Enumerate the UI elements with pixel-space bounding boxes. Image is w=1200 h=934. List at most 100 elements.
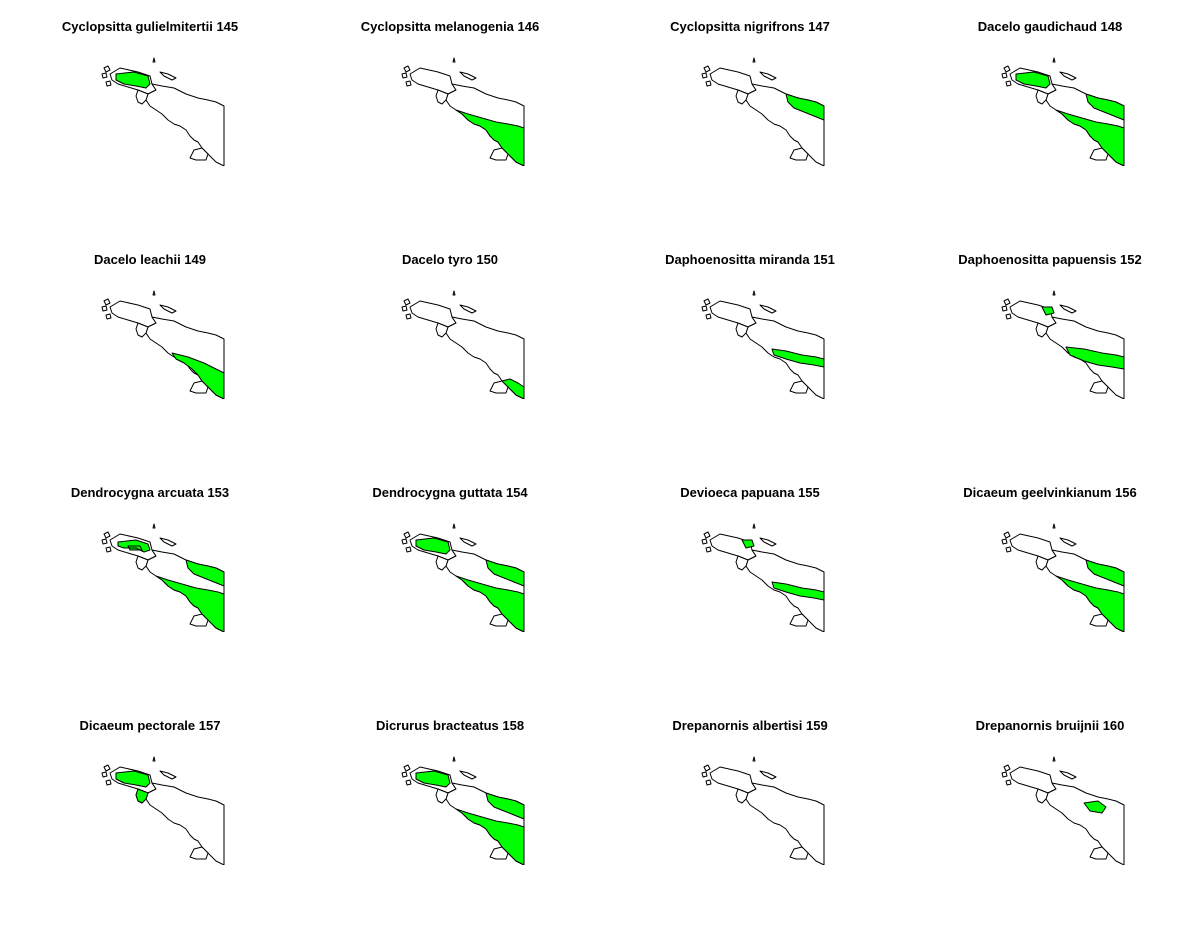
range-neck (135, 788, 149, 804)
land-neck (1035, 322, 1049, 338)
map-panel: Dicrurus bracteatus 158 (300, 699, 600, 932)
range-birdshead (115, 770, 151, 788)
land-isl1 (403, 764, 411, 772)
land-isl3 (405, 313, 412, 320)
land-isl1 (703, 298, 711, 306)
land-isl3 (405, 80, 412, 87)
land-isl1 (103, 65, 111, 73)
land-south-island (189, 147, 209, 161)
land-south-island (789, 846, 809, 860)
map-panel: Dicaeum pectorale 157 (0, 699, 300, 932)
range-map (701, 756, 825, 865)
map-panel: Dendrocygna arcuata 153 (0, 466, 300, 699)
land-south-island (189, 846, 209, 860)
land-mainland (445, 316, 525, 399)
land-isl1 (103, 764, 111, 772)
land-isl2 (401, 771, 408, 778)
land-isl4 (1059, 537, 1077, 547)
land-isl2 (701, 538, 708, 545)
range-birdshead (115, 71, 151, 89)
land-neck (735, 788, 749, 804)
land-isl5 (752, 523, 756, 529)
panel-title: Cyclopsitta nigrifrons 147 (670, 19, 830, 34)
land-isl2 (101, 72, 108, 79)
land-isl4 (1059, 304, 1077, 314)
range-birdshead-small (741, 539, 755, 549)
land-south-island (789, 613, 809, 627)
land-isl2 (101, 538, 108, 545)
land-isl3 (405, 546, 412, 553)
land-isl3 (705, 779, 712, 786)
land-isl2 (701, 72, 708, 79)
land-isl1 (103, 531, 111, 539)
land-isl3 (405, 779, 412, 786)
panel-title: Daphoenositta papuensis 152 (958, 252, 1142, 267)
land-south-island (1089, 380, 1109, 394)
land-mainland (745, 782, 825, 865)
panel-title: Dicrurus bracteatus 158 (375, 718, 525, 733)
range-south-lowlands (1055, 575, 1125, 632)
land-birdshead (409, 67, 457, 95)
land-isl5 (452, 523, 456, 529)
land-isl5 (1052, 290, 1056, 296)
land-neck (435, 788, 449, 804)
land-birdshead (109, 300, 157, 328)
land-isl4 (759, 304, 777, 314)
range-map (401, 523, 525, 632)
land-isl2 (401, 72, 408, 79)
panel-title: Dicaeum geelvinkianum 156 (963, 485, 1137, 500)
range-map (101, 756, 225, 865)
land-isl1 (403, 65, 411, 73)
land-birdshead (709, 300, 757, 328)
land-neck (1035, 89, 1049, 105)
land-neck (135, 89, 149, 105)
land-isl2 (101, 771, 108, 778)
land-isl4 (1059, 770, 1077, 780)
range-map (1001, 290, 1125, 399)
range-south-lowlands (155, 575, 225, 632)
land-south-island (789, 380, 809, 394)
range-south-tip (501, 378, 525, 399)
land-isl2 (1001, 72, 1008, 79)
map-panel: Drepanornis bruijnii 160 (900, 699, 1200, 932)
land-isl3 (1005, 80, 1012, 87)
land-isl5 (152, 57, 156, 63)
panel-title: Drepanornis albertisi 159 (672, 718, 828, 733)
range-north-coast (785, 93, 825, 121)
land-neck (435, 322, 449, 338)
land-isl2 (1001, 771, 1008, 778)
range-map (1001, 57, 1125, 166)
land-isl2 (401, 305, 408, 312)
land-isl5 (752, 290, 756, 296)
land-isl3 (105, 313, 112, 320)
land-isl4 (459, 770, 477, 780)
land-isl1 (403, 531, 411, 539)
land-isl5 (752, 756, 756, 762)
range-map (1001, 756, 1125, 865)
land-isl1 (1003, 298, 1011, 306)
range-map (701, 57, 825, 166)
land-isl4 (759, 537, 777, 547)
land-isl4 (459, 537, 477, 547)
range-birdshead (1015, 71, 1051, 89)
range-central-band (771, 348, 825, 368)
land-isl4 (1059, 71, 1077, 81)
range-north-spot (1083, 800, 1107, 814)
land-isl1 (703, 764, 711, 772)
land-isl5 (152, 290, 156, 296)
land-isl4 (159, 71, 177, 81)
land-birdshead (1009, 766, 1057, 794)
map-panel: Devioeca papuana 155 (600, 466, 900, 699)
land-neck (435, 89, 449, 105)
land-birdshead (1009, 533, 1057, 561)
land-isl5 (452, 290, 456, 296)
land-south-island (1089, 846, 1109, 860)
range-map (401, 57, 525, 166)
land-neck (135, 555, 149, 571)
panel-title: Drepanornis bruijnii 160 (975, 718, 1125, 733)
range-central-band (771, 581, 825, 601)
land-isl2 (701, 305, 708, 312)
range-birdshead-small (1041, 306, 1055, 316)
range-north-coast (1085, 93, 1125, 121)
range-map (1001, 523, 1125, 632)
